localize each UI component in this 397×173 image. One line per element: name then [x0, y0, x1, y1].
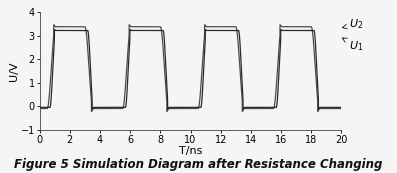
Y-axis label: U/V: U/V	[9, 61, 19, 81]
Text: $U_2$: $U_2$	[342, 17, 363, 31]
Text: Figure 5 Simulation Diagram after Resistance Changing: Figure 5 Simulation Diagram after Resist…	[14, 158, 383, 171]
Text: $U_1$: $U_1$	[342, 38, 363, 53]
X-axis label: T/ns: T/ns	[179, 146, 202, 156]
